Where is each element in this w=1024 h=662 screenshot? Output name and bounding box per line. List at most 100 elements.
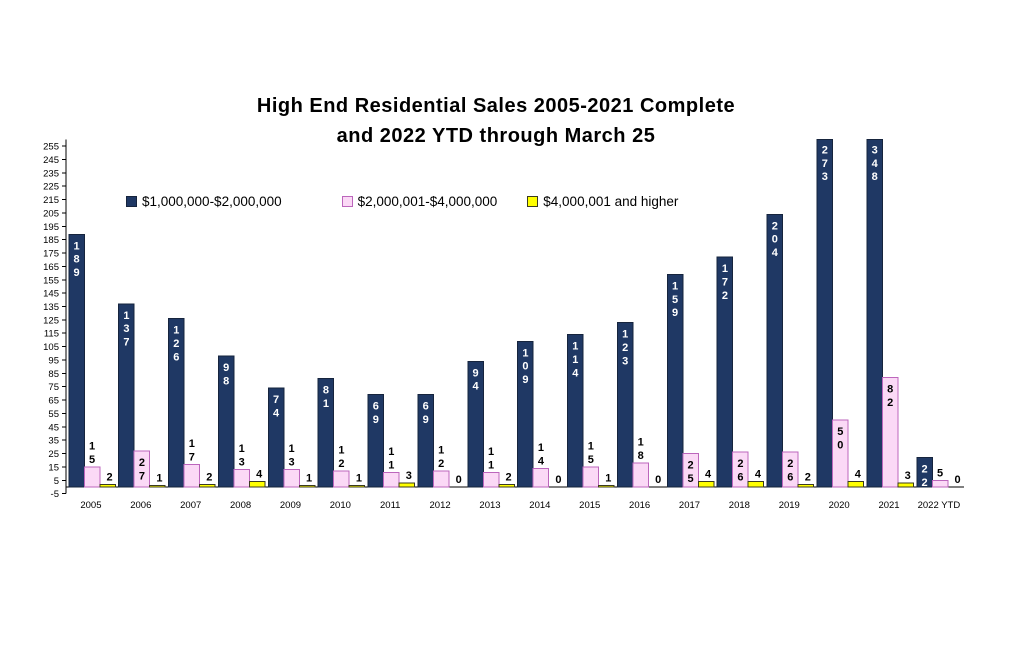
bar-value-label: 2 <box>737 458 743 470</box>
bar-value-label: 4 <box>273 407 280 419</box>
bar-2017 <box>682 453 699 488</box>
bar-2012 <box>432 470 450 488</box>
bar-value-label: 3 <box>622 355 628 367</box>
bar-2010 <box>317 378 335 488</box>
bar-2016 <box>632 462 649 488</box>
y-tick-label: 215 <box>43 195 59 206</box>
bar-value-label: 6 <box>173 351 179 363</box>
legend-label: $1,000,000-$2,000,000 <box>142 194 282 209</box>
bar-value-label: 9 <box>672 307 678 319</box>
bar-value-label: 4 <box>473 381 480 393</box>
bar-value-label: 1 <box>388 446 394 458</box>
bar-value-label: 1 <box>323 398 329 410</box>
bar-value-label: 2 <box>139 457 145 469</box>
bar-value-label: 1 <box>538 442 544 454</box>
bar-2005 <box>83 466 101 488</box>
bar-2009 <box>298 485 316 488</box>
x-category-label: 2015 <box>579 500 600 511</box>
bar-value-label: 1 <box>722 263 728 275</box>
bar-value-label: 1 <box>388 459 394 471</box>
y-tick-label: 255 <box>43 142 59 153</box>
bar-value-label: 9 <box>423 414 429 426</box>
y-tick-label: -5 <box>51 489 59 500</box>
bar-2013 <box>498 483 515 488</box>
bar-2016 <box>616 322 634 488</box>
y-tick-label: 135 <box>43 302 59 313</box>
bar-value-label: 3 <box>822 171 828 183</box>
bar-value-label: 8 <box>638 450 644 462</box>
x-category-label: 2017 <box>679 500 700 511</box>
x-category-label: 2012 <box>430 500 451 511</box>
bar-2008 <box>217 355 235 488</box>
bar-2010 <box>348 485 366 488</box>
bar-value-label: 0 <box>772 234 778 246</box>
bar-value-label: 9 <box>373 414 379 426</box>
bar-value-label: 2 <box>722 290 728 302</box>
bar-2021 <box>881 376 899 488</box>
bar-2008 <box>233 469 250 488</box>
bar-value-label: 3 <box>872 144 878 156</box>
bar-2011 <box>367 394 385 488</box>
bar-value-label: 2 <box>688 460 694 472</box>
bar-value-label: 1 <box>672 280 678 292</box>
bar-value-label: 2 <box>921 464 927 476</box>
bar-value-label: 2 <box>887 397 893 409</box>
bar-value-label: 4 <box>256 469 263 481</box>
y-tick-label: 175 <box>43 249 59 260</box>
bar-2006 <box>133 450 151 488</box>
bar-value-label: 9 <box>522 374 528 386</box>
legend-item-2m-4m: $2,000,001-$4,000,000 <box>341 194 498 209</box>
bar-2017 <box>697 481 715 488</box>
bar-value-label: 1 <box>89 441 95 453</box>
bar-2005 <box>68 233 85 488</box>
bar-value-label: 2 <box>622 342 628 354</box>
bar-value-label: 4 <box>872 158 879 170</box>
bar-value-label: 2 <box>787 458 793 470</box>
bar-2009 <box>283 469 300 488</box>
x-category-label: 2016 <box>629 500 650 511</box>
bar-value-label: 5 <box>837 426 843 438</box>
x-category-label: 2009 <box>280 500 301 511</box>
bar-value-label: 5 <box>937 467 943 479</box>
bar-2020 <box>816 138 833 488</box>
y-tick-label: 25 <box>48 449 59 460</box>
bar-value-label: 4 <box>538 455 545 467</box>
bar-value-label: 0 <box>837 440 843 452</box>
legend-swatch-navy <box>126 196 137 207</box>
bar-2011 <box>398 482 416 488</box>
bar-value-label: 0 <box>555 474 561 486</box>
bar-value-label: 0 <box>954 474 960 486</box>
bar-value-label: 2 <box>338 458 344 470</box>
bar-value-label: 0 <box>456 474 462 486</box>
y-tick-label: 15 <box>48 462 59 473</box>
bar-2007 <box>183 463 201 488</box>
y-tick-label: 195 <box>43 222 59 233</box>
y-tick-label: 225 <box>43 182 59 193</box>
bar-value-label: 7 <box>273 394 279 406</box>
bar-2015 <box>567 334 584 488</box>
y-tick-label: 55 <box>48 409 59 420</box>
x-category-label: 2021 <box>878 500 899 511</box>
legend-label: $2,000,001-$4,000,000 <box>357 194 498 209</box>
bar-value-label: 1 <box>173 325 179 337</box>
bar-2011 <box>383 471 400 488</box>
bar-value-label: 2 <box>438 458 444 470</box>
bar-2018 <box>732 451 749 488</box>
y-tick-label: 165 <box>43 262 59 273</box>
y-tick-label: 95 <box>48 355 59 366</box>
bar-value-label: 9 <box>223 362 229 374</box>
bar-2017 <box>666 273 684 488</box>
bar-2015 <box>582 466 600 488</box>
x-category-label: 2005 <box>80 500 101 511</box>
chart-title: High End Residential Sales 2005-2021 Com… <box>0 91 992 151</box>
bar-2020 <box>847 481 864 488</box>
y-tick-label: 75 <box>48 382 59 393</box>
bar-value-label: 4 <box>855 469 862 481</box>
x-category-label: 2008 <box>230 500 251 511</box>
bar-value-label: 2 <box>506 471 512 483</box>
y-tick-label: 5 <box>54 476 59 487</box>
legend-item-1m-2m: $1,000,000-$2,000,000 <box>126 194 282 209</box>
bar-2006 <box>118 303 135 488</box>
legend: $1,000,000-$2,000,000 $2,000,001-$4,000,… <box>126 194 678 209</box>
bar-2019 <box>782 451 799 488</box>
